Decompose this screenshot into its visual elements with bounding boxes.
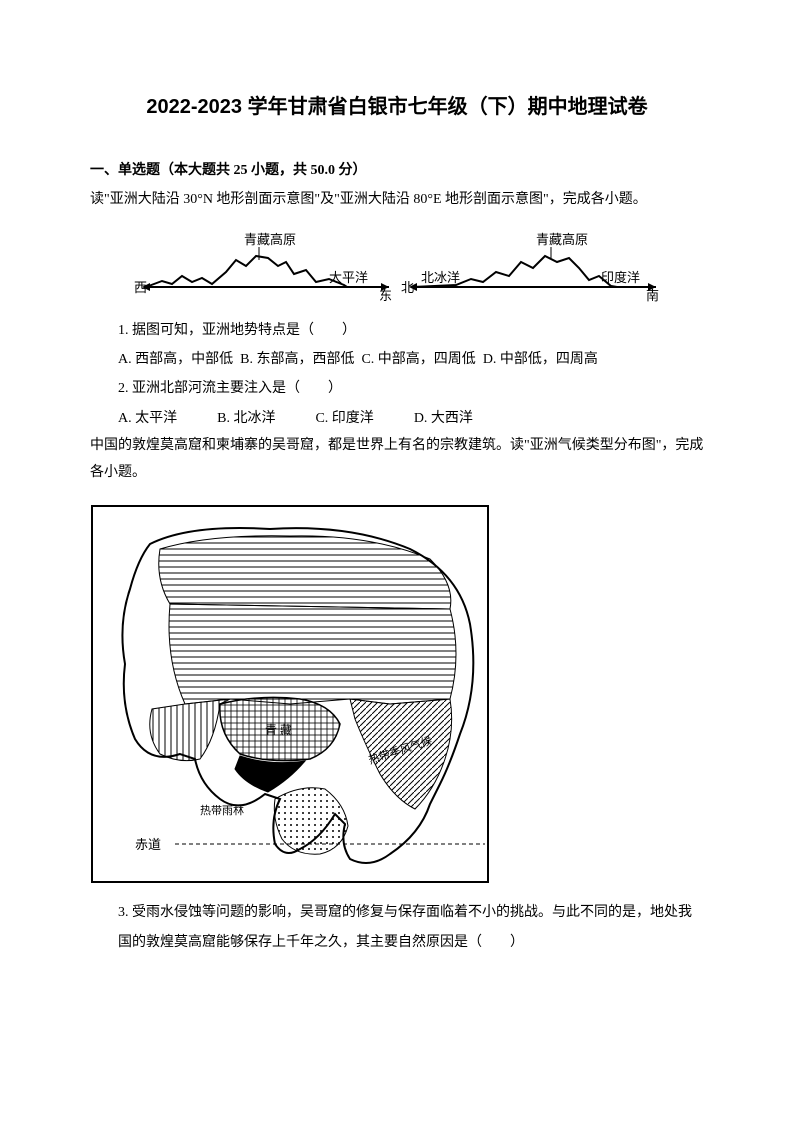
q2-options: A. 太平洋 B. 北冰洋 C. 印度洋 D. 大西洋 [118, 404, 704, 433]
q1-opt-c: C. 中部高，四周低 [361, 352, 475, 367]
q3-stem: 受雨水侵蚀等问题的影响，吴哥窟的修复与保存面临着不小的挑战。与此不同的是，地处我… [118, 905, 692, 949]
q2-opt-d: D. 大西洋 [414, 404, 473, 433]
svg-text:赤道: 赤道 [135, 837, 161, 852]
q2-opt-b: B. 北冰洋 [217, 404, 275, 433]
page-title: 2022-2023 学年甘肃省白银市七年级（下）期中地理试卷 [90, 90, 704, 119]
passage-1: 读"亚洲大陆沿 30°N 地形剖面示意图"及"亚洲大陆沿 80°E 地形剖面示意… [90, 187, 704, 214]
svg-text:热带雨林: 热带雨林 [200, 803, 244, 817]
profile2-right: 南 [646, 288, 659, 302]
profile1-right: 东 [379, 288, 392, 302]
q1-num: 1. [118, 323, 129, 338]
question-1: 1. 据图可知，亚洲地势特点是（ ） [118, 316, 704, 345]
q1-opt-a: A. 西部高，中部低 [118, 352, 233, 367]
q2-num: 2. [118, 381, 129, 396]
profile1-left: 西 [134, 280, 147, 295]
profile1-top-label: 青藏高原 [244, 232, 296, 247]
q1-options: A. 西部高，中部低 B. 东部高，西部低 C. 中部高，四周低 D. 中部低，… [118, 345, 704, 374]
profile-diagram-30n: 青藏高原 西 太平洋 东 [134, 232, 394, 302]
profile2-right-mid: 印度洋 [601, 270, 640, 285]
q1-stem: 据图可知，亚洲地势特点是（ ） [132, 323, 356, 338]
q2-stem: 亚洲北部河流主要注入是（ ） [132, 381, 342, 396]
profile1-right-mid: 太平洋 [329, 270, 368, 285]
profile-diagram-80e: 青藏高原 北 北冰洋 印度洋 南 [401, 232, 661, 302]
q3-num: 3. [118, 905, 129, 920]
q2-opt-a: A. 太平洋 [118, 404, 177, 433]
profile2-top-label: 青藏高原 [536, 232, 588, 247]
question-3: 3. 受雨水侵蚀等问题的影响，吴哥窟的修复与保存面临着不小的挑战。与此不同的是，… [118, 898, 704, 957]
asia-climate-map: 青 藏 赤道 热带季风气候 热带雨林 [90, 504, 704, 884]
q1-opt-b: B. 东部高，西部低 [240, 352, 354, 367]
profile-figures: 青藏高原 西 太平洋 东 青藏高原 北 北冰洋 印度洋 南 [130, 232, 664, 302]
q1-opt-d: D. 中部低，四周高 [483, 352, 598, 367]
profile2-left: 北 [401, 280, 414, 295]
svg-text:青 藏: 青 藏 [265, 723, 292, 737]
q2-opt-c: C. 印度洋 [315, 404, 373, 433]
passage-2: 中国的敦煌莫高窟和柬埔寨的吴哥窟，都是世界上有名的宗教建筑。读"亚洲气候类型分布… [90, 433, 704, 486]
profile2-left-mid: 北冰洋 [421, 270, 460, 285]
question-2: 2. 亚洲北部河流主要注入是（ ） [118, 374, 704, 403]
section-heading: 一、单选题（本大题共 25 小题，共 50.0 分） [90, 159, 704, 179]
